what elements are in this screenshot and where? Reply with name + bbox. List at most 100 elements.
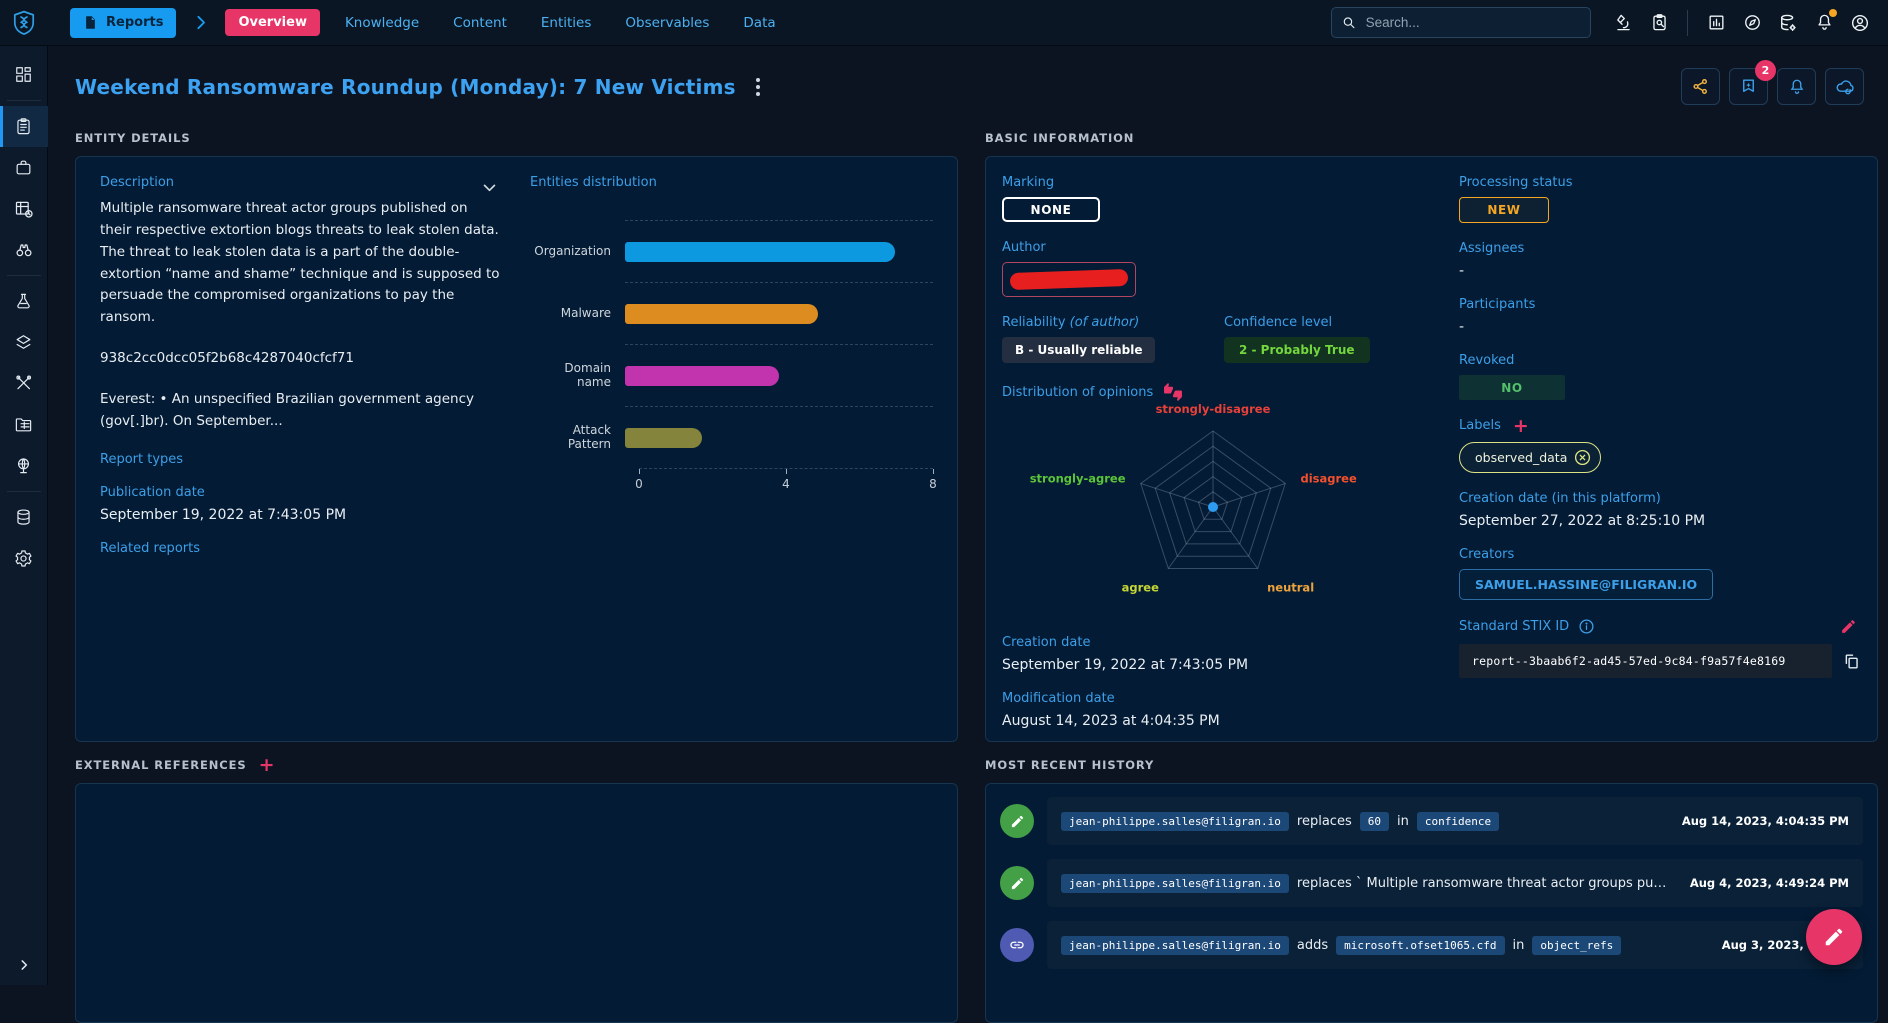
- chart-x-tick-label: 0: [635, 477, 643, 491]
- pencil-icon: [1840, 618, 1857, 635]
- chart-category-label: Domain name: [530, 344, 625, 406]
- sidebar-item-events[interactable]: [0, 188, 48, 229]
- radar-axis-label: disagree: [1301, 472, 1357, 486]
- data-gear-icon[interactable]: [1770, 5, 1806, 41]
- circle-x-icon: [1574, 449, 1591, 466]
- sidebar-divider: [7, 491, 41, 492]
- reports-breadcrumb-button[interactable]: Reports: [70, 8, 176, 38]
- assignees-label: Assignees: [1459, 241, 1861, 256]
- labels-label: Labels: [1459, 418, 1501, 433]
- platform-creation-label: Creation date (in this platform): [1459, 491, 1861, 506]
- sidebar-item-threats[interactable]: [0, 281, 48, 322]
- author-chip[interactable]: [1002, 262, 1136, 297]
- dashboards-icon[interactable]: [1698, 5, 1734, 41]
- sidebar-item-cases[interactable]: [0, 147, 48, 188]
- tab-data[interactable]: Data: [743, 15, 775, 31]
- tab-overview[interactable]: Overview: [225, 9, 320, 36]
- basic-information-header: BASIC INFORMATION: [985, 129, 1878, 147]
- chart-bar[interactable]: [625, 242, 895, 262]
- participants-value: -: [1459, 319, 1861, 335]
- flask-icon: [14, 292, 33, 311]
- remove-label-button[interactable]: [1574, 449, 1591, 466]
- processing-status-label: Processing status: [1459, 175, 1861, 190]
- account-icon[interactable]: [1842, 5, 1878, 41]
- related-reports-label: Related reports: [100, 541, 500, 556]
- chart-bar[interactable]: [625, 428, 702, 448]
- publication-date-value: September 19, 2022 at 7:43:05 PM: [100, 507, 500, 523]
- chevron-right-icon: [17, 958, 31, 972]
- chart-x-tick-label: 4: [782, 477, 790, 491]
- notifications-bell-icon[interactable]: [1806, 5, 1842, 41]
- cloud-sync-button[interactable]: [1825, 68, 1864, 105]
- history-list: jean-philippe.salles@filigran.ioreplaces…: [1000, 797, 1863, 969]
- opencti-logo[interactable]: [0, 10, 48, 36]
- history-text: replaces ` Multiple ransomware threat ac…: [1297, 876, 1670, 891]
- description-paragraph: Multiple ransomware threat actor groups …: [100, 198, 500, 329]
- external-references-title: EXTERNAL REFERENCES: [75, 758, 247, 772]
- compass-icon[interactable]: [1734, 5, 1770, 41]
- star-bookmark-icon: [1739, 77, 1758, 96]
- edit-stix-id-button[interactable]: [1836, 618, 1861, 635]
- microscope-icon[interactable]: [1605, 5, 1641, 41]
- history-edit-avatar: [1000, 866, 1034, 900]
- page-header: Weekend Ransomware Roundup (Monday): 7 N…: [75, 46, 1878, 105]
- info-icon[interactable]: [1578, 618, 1595, 635]
- history-timestamp: Aug 4, 2023, 4:49:24 PM: [1678, 876, 1849, 890]
- description-hash: 938c2cc0dcc05f2b68c4287040cfcf71: [100, 348, 500, 370]
- marking-label: Marking: [1002, 175, 1447, 190]
- entities-distribution-column: Entities distribution OrganizationMalwar…: [500, 171, 933, 727]
- history-value-chip: confidence: [1417, 812, 1499, 831]
- subscribe-bell-button[interactable]: [1777, 68, 1816, 105]
- search-input[interactable]: [1364, 14, 1580, 31]
- radar-axis-label: strongly-agree: [1030, 472, 1126, 486]
- history-text: in: [1397, 814, 1409, 829]
- thumbs-up-down-icon[interactable]: [1164, 383, 1182, 401]
- report-document-icon: [83, 15, 98, 30]
- entity-options-menu[interactable]: [752, 74, 764, 100]
- sidebar-item-entities[interactable]: [0, 404, 48, 445]
- marking-chip[interactable]: NONE: [1002, 197, 1100, 222]
- sidebar-item-analyses[interactable]: [0, 106, 48, 147]
- chart-x-axis: 048: [639, 468, 933, 494]
- add-external-reference-button[interactable]: +: [259, 758, 275, 772]
- chart-bar[interactable]: [625, 304, 818, 324]
- chart-row: Attack Pattern: [530, 406, 933, 468]
- sidebar-item-arsenal[interactable]: [0, 322, 48, 363]
- suggestions-badge: 2: [1755, 60, 1776, 81]
- processing-status-chip: NEW: [1459, 197, 1549, 223]
- history-text: replaces: [1297, 814, 1352, 829]
- copy-stix-id-button[interactable]: [1842, 652, 1861, 671]
- sidebar-expand-button[interactable]: [11, 957, 37, 973]
- chart-category-label: Organization: [530, 220, 625, 282]
- description-text: Multiple ransomware threat actor groups …: [100, 198, 500, 433]
- chart-bar[interactable]: [625, 366, 779, 386]
- add-label-button[interactable]: +: [1513, 419, 1529, 433]
- breadcrumb-chevron-icon: [192, 14, 209, 31]
- share-button[interactable]: [1681, 68, 1720, 105]
- entity-details-card: Description Multiple ransomware threat a…: [75, 156, 958, 742]
- sidebar-item-data[interactable]: [0, 497, 48, 538]
- modification-date-label: Modification date: [1002, 691, 1447, 706]
- sidebar-item-locations[interactable]: [0, 445, 48, 486]
- participants-label: Participants: [1459, 297, 1861, 312]
- right-column: BASIC INFORMATION Marking NONE Author Re…: [985, 115, 1878, 1023]
- stix-id-label: Standard STIX ID: [1459, 619, 1569, 634]
- chart-category-label: Malware: [530, 282, 625, 344]
- sidebar-item-settings[interactable]: [0, 538, 48, 579]
- edit-fab[interactable]: [1806, 909, 1862, 965]
- tab-knowledge[interactable]: Knowledge: [345, 15, 419, 31]
- tab-content[interactable]: Content: [453, 15, 507, 31]
- cloud-sync-icon: [1835, 77, 1855, 97]
- label-chip[interactable]: observed_data: [1459, 442, 1601, 473]
- sidebar-item-techniques[interactable]: [0, 363, 48, 404]
- creators-row: SAMUEL.HASSINE@FILIGRAN.IO: [1459, 569, 1861, 600]
- sidebar-item-dashboard[interactable]: [0, 54, 48, 95]
- tab-observables[interactable]: Observables: [625, 15, 709, 31]
- suggestions-button[interactable]: 2: [1729, 68, 1768, 105]
- collapse-description-button[interactable]: [479, 177, 500, 198]
- clipboard-search-icon[interactable]: [1641, 5, 1677, 41]
- sidebar-item-observations[interactable]: [0, 229, 48, 270]
- assignees-value: -: [1459, 263, 1861, 279]
- creator-chip[interactable]: SAMUEL.HASSINE@FILIGRAN.IO: [1459, 569, 1713, 600]
- tab-entities[interactable]: Entities: [541, 15, 592, 31]
